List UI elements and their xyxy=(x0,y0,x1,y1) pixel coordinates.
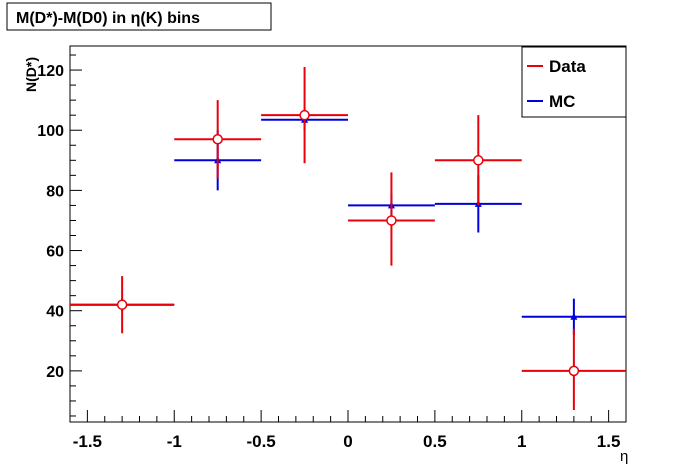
y-tick-label: 20 xyxy=(46,364,64,381)
data-point xyxy=(386,215,397,226)
y-tick-label: 100 xyxy=(37,123,64,140)
x-tick-label: -1.5 xyxy=(73,432,102,451)
legend: Data MC xyxy=(521,46,627,118)
x-axis-label: η xyxy=(620,448,628,465)
data-point xyxy=(116,299,128,310)
y-tick-label: 80 xyxy=(46,183,64,200)
data-point xyxy=(299,109,310,121)
y-tick-label: 60 xyxy=(46,244,64,261)
data-point xyxy=(473,155,484,166)
axes: -1.5 -1 -0.5 0 0.5 1 1.5 20 40 60 80 100 120 xyxy=(37,54,627,451)
series-mc xyxy=(70,109,626,335)
chart-title: M(D*)-M(D0) in η(K) bins xyxy=(16,10,200,27)
y-tick-label: 40 xyxy=(46,304,64,321)
x-tick-label: 1.5 xyxy=(597,432,621,451)
legend-label-mc: MC xyxy=(549,92,575,111)
data-point xyxy=(568,365,580,377)
x-tick-label: 1 xyxy=(517,432,526,451)
x-tick-label: -1 xyxy=(167,432,182,451)
x-tick-label: 0 xyxy=(343,432,352,451)
series-data xyxy=(70,67,626,410)
x-tick-label: 0.5 xyxy=(423,432,447,451)
legend-label-data: Data xyxy=(549,57,586,76)
y-tick-label: 120 xyxy=(37,63,64,80)
x-tick-label: -0.5 xyxy=(246,432,275,451)
title-box: M(D*)-M(D0) in η(K) bins xyxy=(6,2,272,31)
data-point xyxy=(212,133,223,145)
chart-marks xyxy=(70,67,626,410)
y-axis-label: N(D*) xyxy=(23,57,39,92)
data-point xyxy=(570,312,578,320)
